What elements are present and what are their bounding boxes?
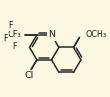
Text: CF₃: CF₃ — [8, 30, 22, 39]
Text: F: F — [8, 21, 13, 30]
Text: F: F — [13, 42, 17, 51]
Text: F: F — [4, 34, 8, 43]
Text: OCH₃: OCH₃ — [85, 30, 107, 39]
Text: Cl: Cl — [25, 71, 34, 80]
Text: N: N — [48, 30, 55, 39]
